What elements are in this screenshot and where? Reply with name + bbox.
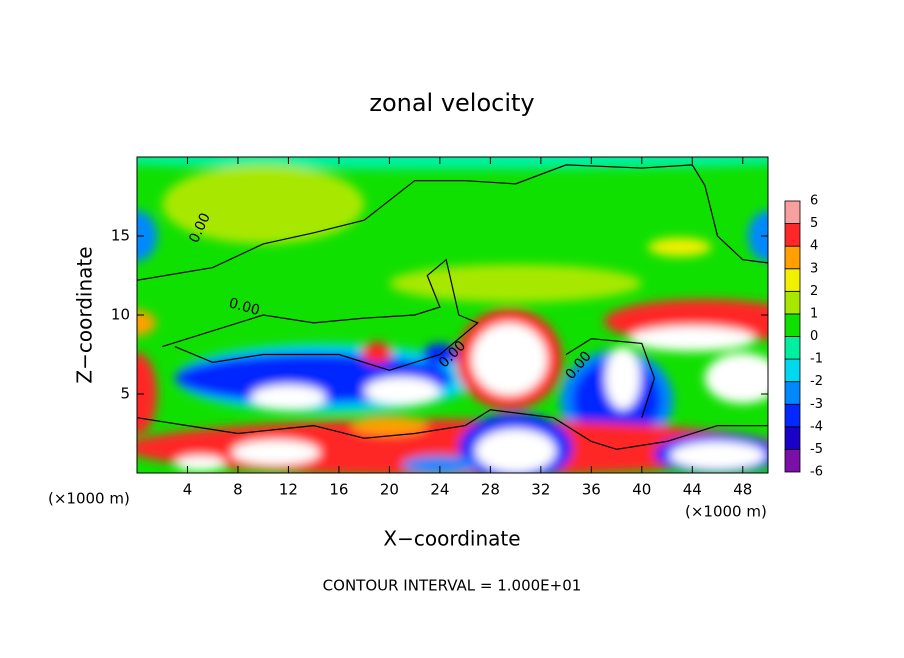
contour-line bbox=[137, 164, 768, 281]
colorbar-label: -5 bbox=[810, 442, 823, 457]
colorbar-label: 6 bbox=[810, 194, 818, 209]
x-tick-label: 44 bbox=[683, 481, 702, 499]
x-axis-label: X−coordinate bbox=[383, 527, 520, 551]
colorbar-label: 0 bbox=[810, 329, 818, 344]
field-blob bbox=[475, 428, 556, 473]
contour-line bbox=[137, 409, 768, 450]
field-blob bbox=[361, 341, 392, 364]
colorbar-box bbox=[784, 426, 801, 450]
colorbar-label: -3 bbox=[810, 397, 823, 412]
colorbar-box bbox=[784, 336, 801, 360]
field-blob bbox=[402, 455, 478, 473]
colorbar-box bbox=[784, 358, 801, 383]
field-blob bbox=[231, 439, 320, 466]
colorbar-label: 4 bbox=[810, 239, 818, 254]
field-blob bbox=[351, 416, 428, 436]
field-blob bbox=[364, 376, 440, 406]
x-tick-label: 40 bbox=[632, 481, 651, 499]
y-tick-label: 10 bbox=[111, 306, 130, 324]
footer: CONTOUR INTERVAL = 1.000E+01 bbox=[323, 577, 582, 595]
y-tick-label: 15 bbox=[111, 227, 130, 245]
colorbar-box bbox=[784, 268, 801, 292]
field-blob bbox=[669, 441, 766, 470]
x-tick-label: 36 bbox=[582, 481, 601, 499]
field-blob bbox=[704, 352, 768, 404]
field-blob bbox=[629, 326, 756, 352]
colorbar-box bbox=[784, 290, 801, 315]
field-blob bbox=[162, 164, 365, 244]
field-blob bbox=[605, 346, 641, 410]
field-blob bbox=[747, 210, 768, 262]
x-tick-label: 32 bbox=[531, 481, 550, 499]
colorbar-label: 5 bbox=[810, 216, 818, 231]
x-tick-label: 16 bbox=[329, 481, 348, 499]
unit-label: (×1000 m) bbox=[48, 490, 130, 508]
colorbar-label: -2 bbox=[810, 374, 823, 389]
contour-line bbox=[162, 258, 479, 371]
x-tick-label: 4 bbox=[183, 481, 193, 499]
field-blob bbox=[137, 310, 156, 336]
colorbar-box bbox=[784, 381, 801, 405]
contour-line bbox=[565, 338, 656, 418]
colorbar-label: -6 bbox=[810, 465, 823, 480]
colorbar-box bbox=[784, 200, 801, 224]
x-tick-label: 20 bbox=[380, 481, 399, 499]
y-tick-label: 5 bbox=[120, 385, 130, 403]
colorbar-box bbox=[784, 403, 801, 428]
x-tick-label: 12 bbox=[279, 481, 298, 499]
field-blob bbox=[250, 384, 327, 410]
chart-title: zonal velocity bbox=[369, 89, 534, 117]
field-blob bbox=[648, 237, 712, 257]
colorbar-box bbox=[784, 313, 801, 337]
contour-label: 0.00 bbox=[227, 295, 261, 319]
field-blobs bbox=[137, 157, 768, 473]
field-blob bbox=[137, 210, 158, 262]
x-tick-label: 28 bbox=[481, 481, 500, 499]
field-blob bbox=[137, 352, 158, 436]
y-axis-label: Z−coordinate bbox=[73, 246, 97, 383]
colorbar-label: -1 bbox=[810, 352, 823, 367]
colorbar-label: 2 bbox=[810, 284, 818, 299]
field-blob bbox=[174, 455, 226, 472]
colorbar-box bbox=[784, 245, 801, 270]
colorbar-label: 3 bbox=[810, 261, 818, 276]
colorbar-box bbox=[784, 223, 801, 247]
field-blob bbox=[471, 322, 548, 396]
x-tick-label: 24 bbox=[430, 481, 449, 499]
unit-label: (×1000 m) bbox=[685, 503, 767, 521]
colorbar-label: 1 bbox=[810, 306, 818, 321]
field: 0.000.000.00 0.00 bbox=[137, 157, 768, 473]
x-tick-label: 48 bbox=[733, 481, 752, 499]
colorbar-box bbox=[784, 449, 801, 473]
colorbar-label: -4 bbox=[810, 419, 823, 434]
field-blob bbox=[389, 264, 642, 303]
x-tick-label: 8 bbox=[233, 481, 243, 499]
